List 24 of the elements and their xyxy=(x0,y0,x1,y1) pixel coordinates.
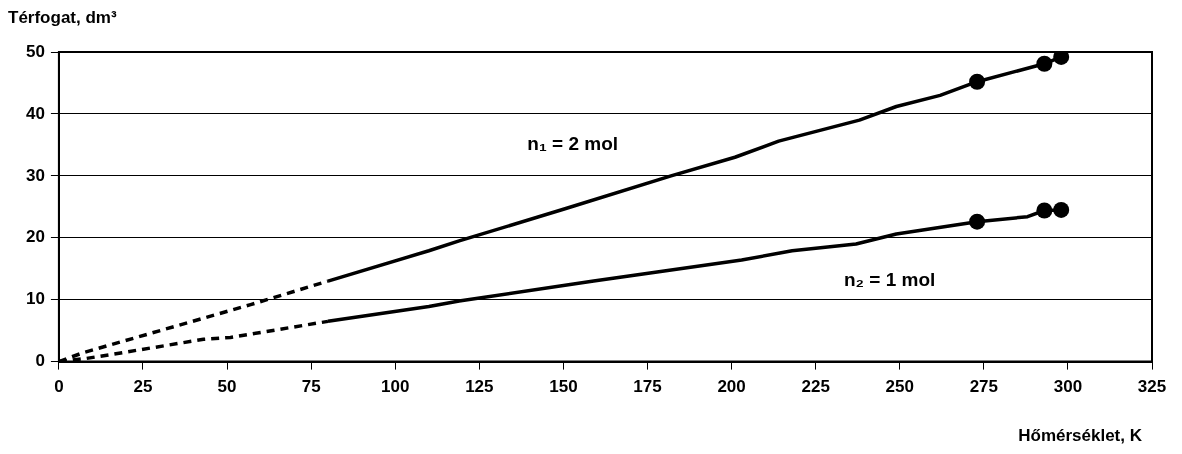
x-tick-label: 225 xyxy=(801,377,830,397)
y-tick-label: 10 xyxy=(25,289,45,309)
annotation: n₁ = 2 mol xyxy=(527,133,619,155)
y-tick-label: 0 xyxy=(35,351,45,371)
x-tick-label: 125 xyxy=(465,377,494,397)
annotation: n₂ = 1 mol xyxy=(843,269,936,291)
x-tick-label: 100 xyxy=(381,377,410,397)
x-tick-label: 300 xyxy=(1053,377,1083,397)
x-axis-title: Hőmérséklet, K xyxy=(1018,426,1142,446)
y-tick-label: 50 xyxy=(25,41,45,61)
y-axis-title: Térfogat, dm³ xyxy=(8,8,117,28)
y-tick-label: 30 xyxy=(25,165,45,185)
x-tick-label: 75 xyxy=(301,377,321,397)
x-tick-label: 25 xyxy=(133,377,153,397)
x-tick-label: 0 xyxy=(54,377,64,397)
x-tick-label: 200 xyxy=(717,377,746,397)
x-tick-label: 175 xyxy=(633,377,662,397)
y-tick-label: 20 xyxy=(25,227,45,247)
x-tick-label: 275 xyxy=(969,377,999,397)
x-tick-label: 150 xyxy=(549,377,578,397)
x-tick-label: 250 xyxy=(885,377,914,397)
y-tick-label: 40 xyxy=(25,103,45,123)
x-tick-label: 325 xyxy=(1137,377,1167,397)
x-tick-label: 50 xyxy=(217,377,237,397)
